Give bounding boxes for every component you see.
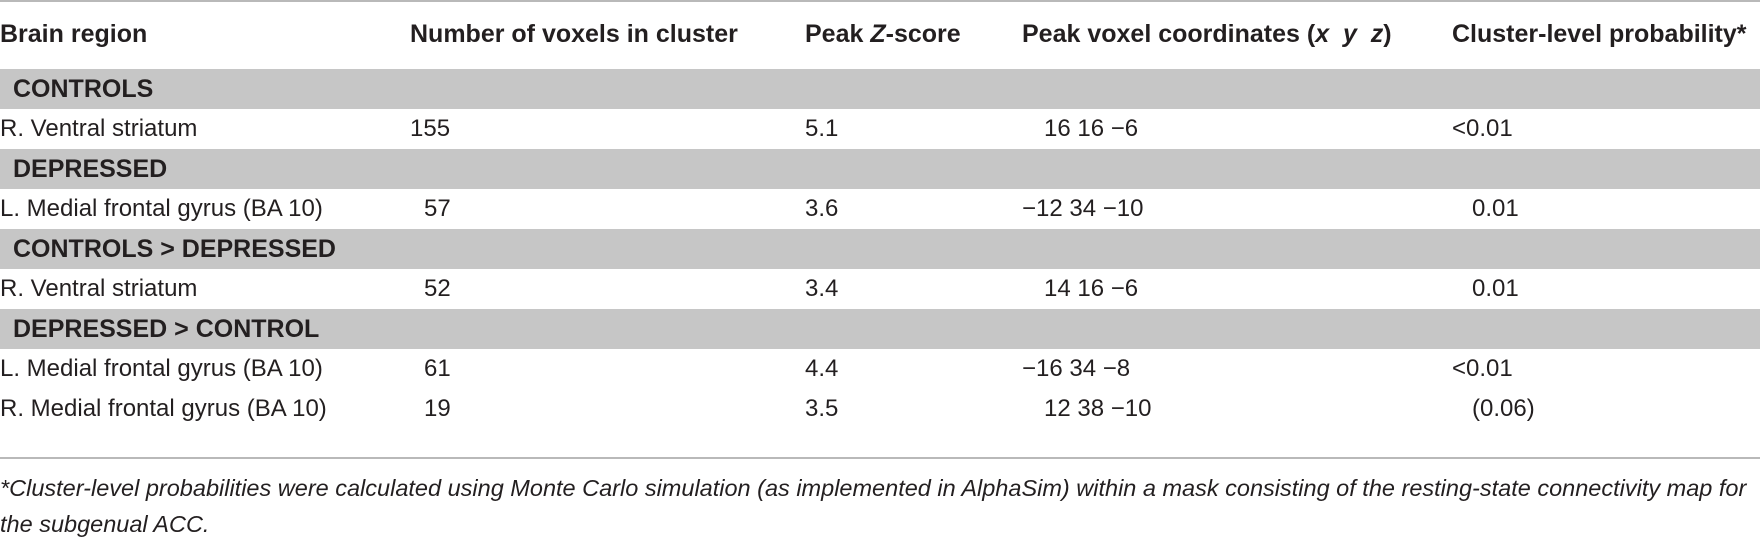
table-row: L. Medial frontal gyrus (BA 10) 61 4.4 −16 … bbox=[0, 349, 1760, 389]
table-body: CONTROLS R. Ventral striatum 155 5.1 16 16 −… bbox=[0, 69, 1760, 429]
cell-probability: <0.01 bbox=[1452, 355, 1513, 382]
header-brain-region: Brain region bbox=[0, 20, 148, 48]
cell-coordinates: 14 16 −6 bbox=[1044, 275, 1139, 302]
table-row: R. Ventral striatum 155 5.1 16 16 −6 <0.01 bbox=[0, 109, 1760, 149]
cell-z-score: 3.5 bbox=[805, 395, 839, 422]
cell-coordinates: 16 16 −6 bbox=[1044, 115, 1139, 142]
table-row: R. Medial frontal gyrus (BA 10) 19 3.5 12 3… bbox=[0, 389, 1760, 429]
group-row: DEPRESSED > CONTROL bbox=[0, 309, 1760, 349]
cell-voxels: 57 bbox=[424, 195, 451, 222]
group-label: DEPRESSED > CONTROL bbox=[13, 314, 320, 343]
cell-region: L. Medial frontal gyrus (BA 10) bbox=[0, 355, 323, 382]
results-table: Brain region Number of voxels in cluster… bbox=[0, 0, 1760, 429]
cell-coordinates: 12 38 −10 bbox=[1044, 395, 1152, 422]
table-row: L. Medial frontal gyrus (BA 10) 57 3.6 −12 … bbox=[0, 189, 1760, 229]
top-rule bbox=[0, 0, 1760, 2]
table-header-row: Brain region Number of voxels in cluster… bbox=[0, 0, 1760, 69]
cell-region: R. Ventral striatum bbox=[0, 115, 198, 142]
header-voxels: Number of voxels in cluster bbox=[410, 20, 738, 48]
group-label: CONTROLS > DEPRESSED bbox=[13, 234, 336, 263]
table-row: R. Ventral striatum 52 3.4 14 16 −6 0.01 bbox=[0, 269, 1760, 309]
cell-z-score: 3.6 bbox=[805, 195, 839, 222]
cell-coordinates: −12 34 −10 bbox=[1022, 195, 1144, 222]
cell-voxels: 61 bbox=[424, 355, 451, 382]
group-row: CONTROLS > DEPRESSED bbox=[0, 229, 1760, 269]
group-label: DEPRESSED bbox=[13, 154, 168, 183]
group-label: CONTROLS bbox=[13, 74, 154, 103]
header-probability: Cluster-level probability* bbox=[1452, 20, 1747, 48]
header-z-score: Peak Z-score bbox=[805, 20, 961, 48]
cell-voxels: 155 bbox=[410, 115, 451, 142]
cell-probability: 0.01 bbox=[1472, 275, 1519, 302]
cell-probability: 0.01 bbox=[1472, 195, 1519, 222]
cell-region: R. Ventral striatum bbox=[0, 275, 198, 302]
cell-probability: <0.01 bbox=[1452, 115, 1513, 142]
bottom-rule bbox=[0, 457, 1760, 459]
cell-coordinates: −16 34 −8 bbox=[1022, 355, 1131, 382]
cell-z-score: 3.4 bbox=[805, 275, 839, 302]
cell-region: R. Medial frontal gyrus (BA 10) bbox=[0, 395, 327, 422]
cell-z-score: 5.1 bbox=[805, 115, 839, 142]
table-footnote: *Cluster-level probabilities were calcul… bbox=[0, 475, 1747, 537]
cell-probability: (0.06) bbox=[1472, 395, 1535, 422]
header-coordinates: Peak voxel coordinates (x y z) bbox=[1022, 20, 1392, 48]
cell-region: L. Medial frontal gyrus (BA 10) bbox=[0, 195, 323, 222]
group-row: CONTROLS bbox=[0, 69, 1760, 109]
cell-voxels: 52 bbox=[424, 275, 451, 302]
cell-z-score: 4.4 bbox=[805, 355, 839, 382]
cell-voxels: 19 bbox=[424, 395, 451, 422]
group-row: DEPRESSED bbox=[0, 149, 1760, 189]
